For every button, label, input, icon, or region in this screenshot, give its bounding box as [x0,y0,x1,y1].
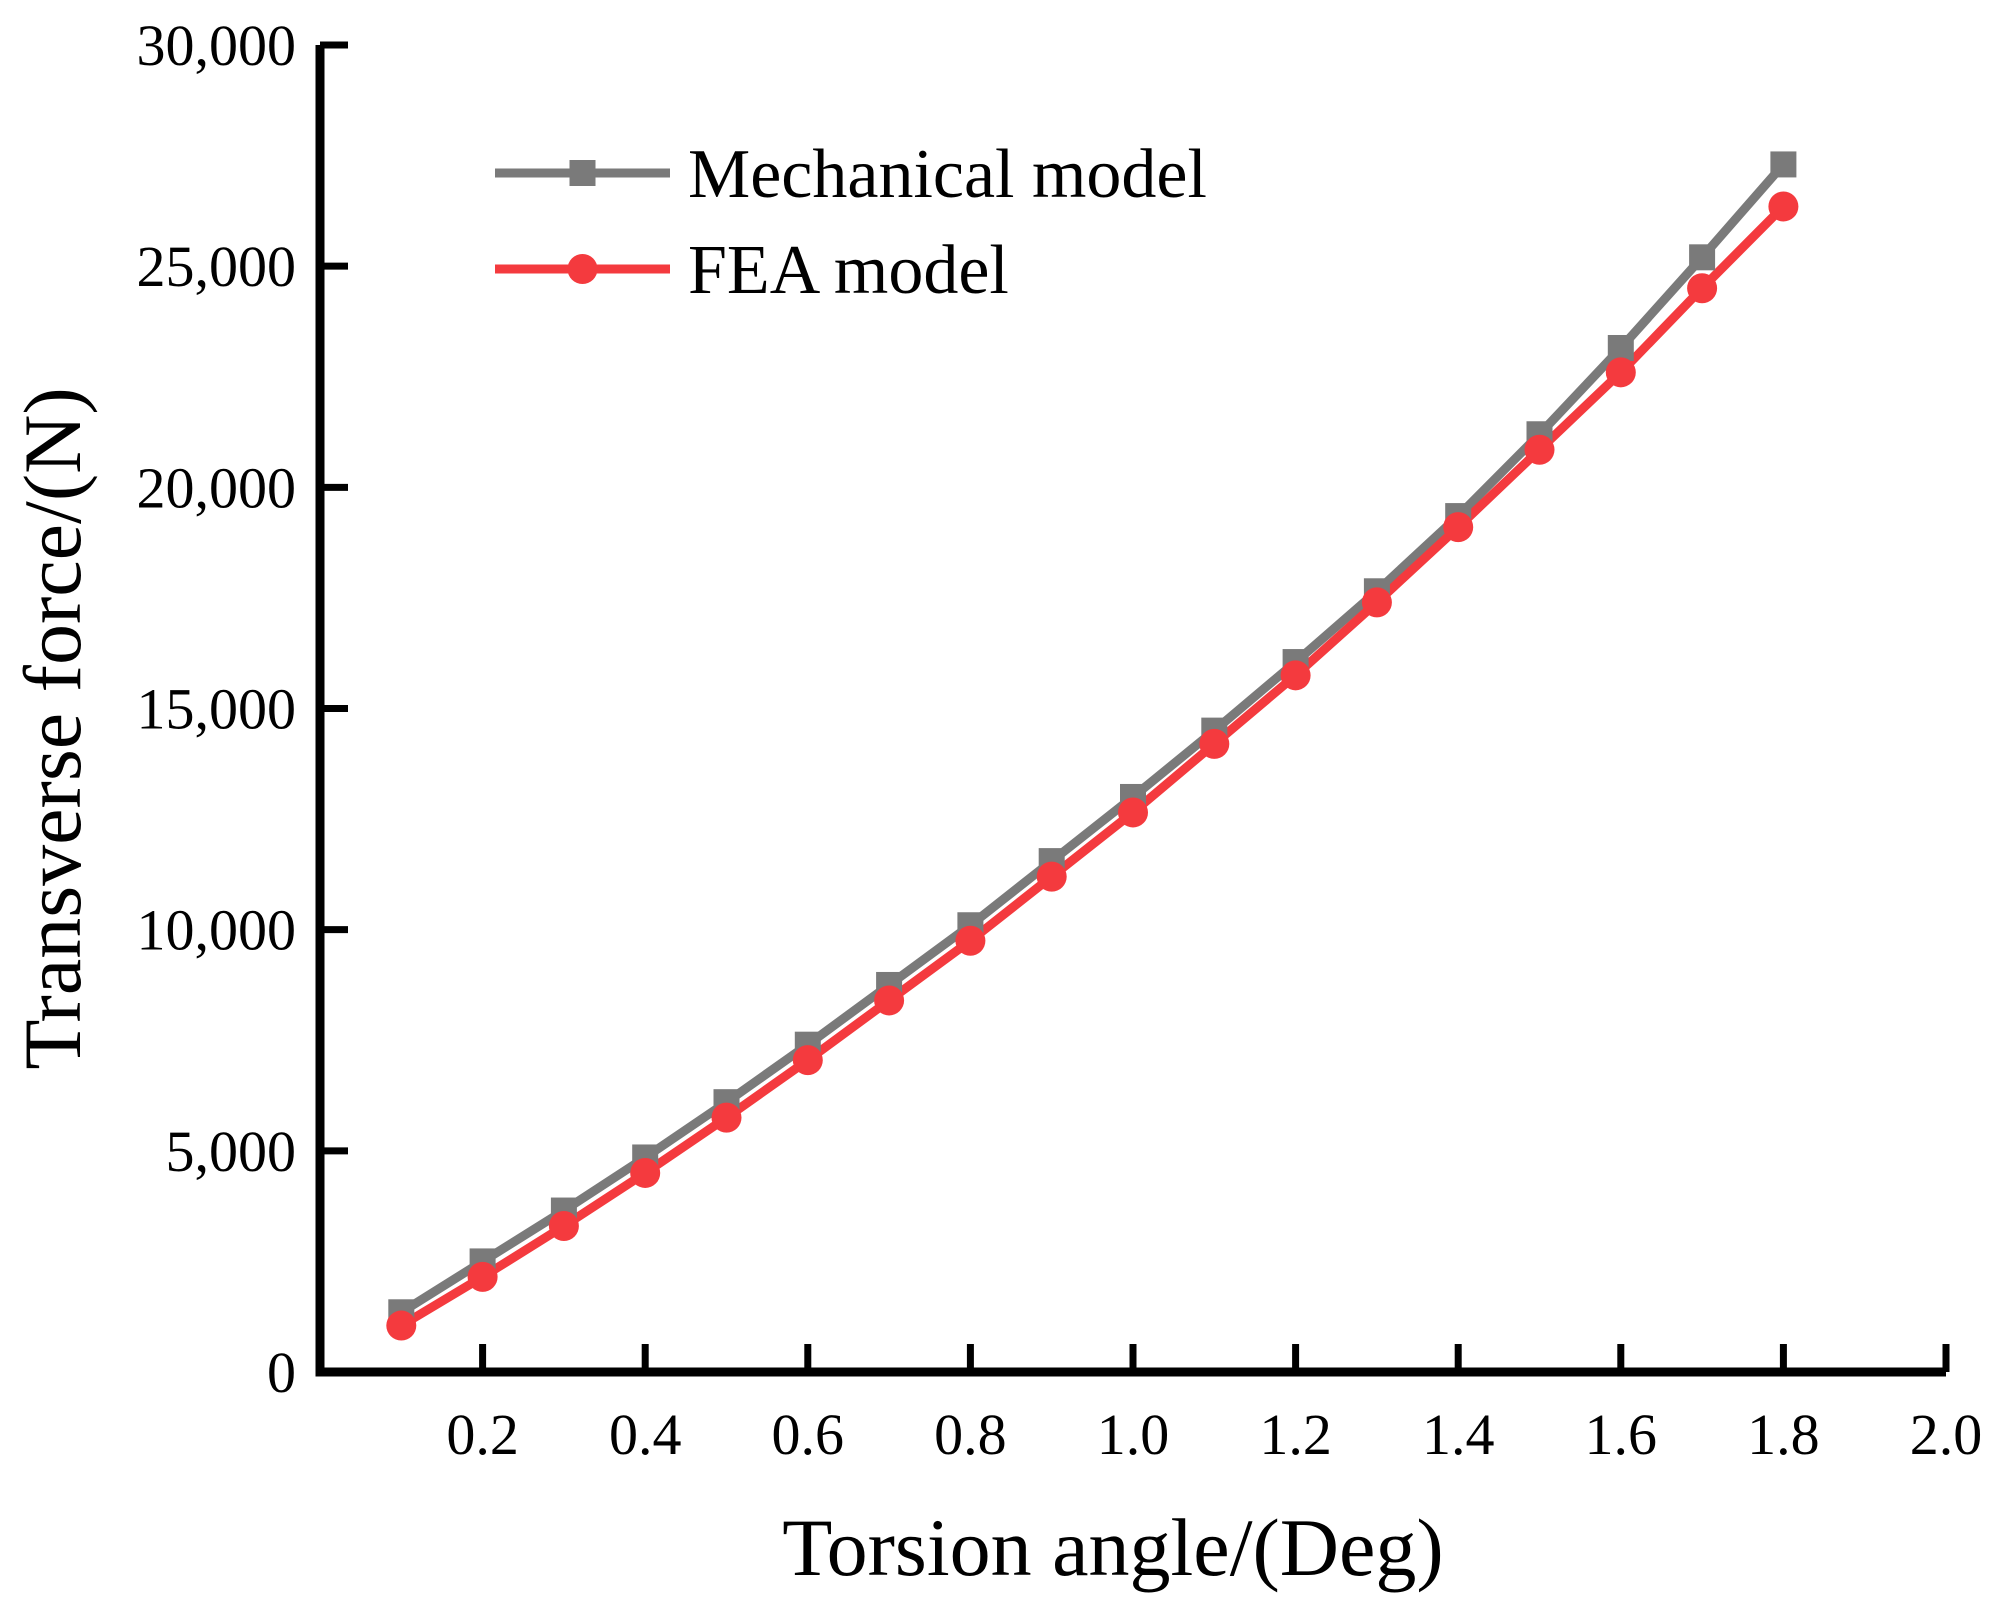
data-point-2 [1036,861,1067,892]
data-point-2 [711,1102,742,1133]
series-markers [386,151,1799,1341]
data-point-2 [955,925,986,956]
y-tick-label: 10,000 [137,898,297,963]
legend-marker [569,160,596,186]
data-point-2 [1361,587,1392,618]
series-lines [398,161,1787,1330]
data-point-2 [874,985,905,1016]
data-point-2 [548,1211,579,1242]
data-point-1 [1689,244,1716,271]
data-point-2 [1443,512,1474,543]
x-tick-label: 2.0 [1910,1402,1983,1467]
legend-label: FEA model [688,232,1009,309]
x-tick-labels: 0.2 0.4 0.6 0.8 1.0 1.2 1.4 1.6 1.8 2.0 [446,1402,1982,1467]
y-tick-label: 15,000 [137,677,297,742]
data-point-2 [1118,797,1148,828]
y-tick-labels: 0 5,000 10,000 15,000 20,000 25,000 30,000 [137,13,297,1405]
y-tick-label: 30,000 [137,13,297,78]
legend-label: Mechanical model [688,136,1207,213]
x-axis-title: Torsion angle/(Deg) [782,1502,1443,1593]
x-tick-label: 0.2 [446,1402,519,1467]
legend-marker [567,254,598,284]
data-point-1 [1770,151,1797,178]
series-line-1 [398,161,1787,1317]
y-tick-label: 25,000 [137,234,297,299]
data-point-2 [1199,728,1230,759]
legend: Mechanical model FEA model [495,136,1207,309]
x-tick-label: 1.4 [1422,1402,1495,1467]
x-tick-label: 1.6 [1585,1402,1658,1467]
series-line-2 [398,203,1787,1330]
data-point-2 [1524,434,1555,465]
data-point-1 [1607,334,1634,361]
data-point-2 [630,1157,661,1188]
x-tick-label: 1.8 [1747,1402,1820,1467]
data-point-2 [1605,357,1636,388]
x-tick-label: 1.2 [1259,1402,1332,1467]
y-tick-label: 5,000 [166,1119,297,1184]
data-point-2 [1280,660,1311,691]
y-tick-label: 20,000 [137,455,297,520]
data-point-2 [1687,273,1718,304]
x-tick-label: 1.0 [1097,1402,1170,1467]
y-tick-label: 0 [267,1340,296,1405]
data-point-2 [1768,191,1799,222]
x-tick-label: 0.6 [772,1402,845,1467]
x-tick-label: 0.8 [934,1402,1007,1467]
data-point-2 [386,1310,417,1341]
x-tick-label: 0.4 [609,1402,682,1467]
data-point-2 [792,1045,823,1076]
data-point-2 [467,1261,498,1292]
axis-ticks [320,41,1950,1376]
y-axis-title: Transverse force/(N) [7,387,98,1069]
